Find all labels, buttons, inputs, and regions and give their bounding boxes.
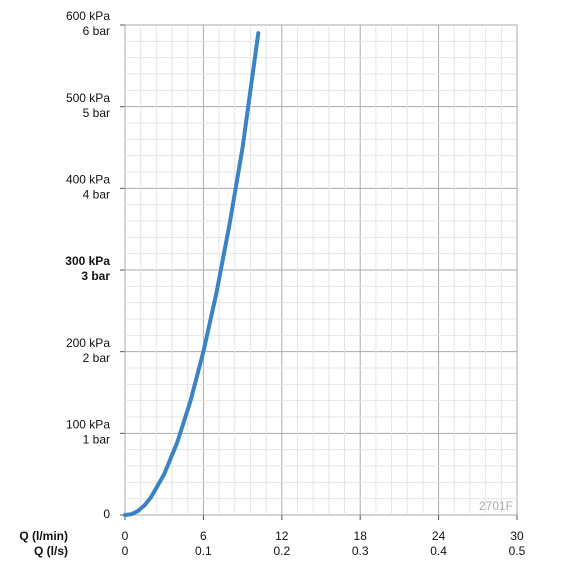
x-tick-label: 18 [354,529,368,543]
y-tick-label: 500 kPa [66,91,110,105]
y-tick-label: 100 kPa [66,418,110,432]
x2-tick-label: 0.2 [273,544,290,558]
line [123,31,261,517]
x2-tick-label: 0 [122,544,129,558]
x2-tick-label: 0.3 [352,544,369,558]
x-tick-label: 0 [122,529,129,543]
x-tick-label: 6 [200,529,207,543]
x2-tick-label: 0.5 [509,544,526,558]
x-tick-label: 12 [275,529,289,543]
y-tick-label: 400 kPa [66,173,110,187]
y-tick-label: 4 bar [83,188,110,202]
x-tick-label: 30 [510,529,524,543]
y-tick-label: 2 bar [83,351,110,365]
y-tick-label: 300 kPa [65,254,110,268]
x2-tick-label: 0.4 [430,544,447,558]
y-tick-label: 1 bar [83,433,110,447]
x-axis-label: Q (l/min) [19,529,68,543]
y-tick-label: 5 bar [83,106,110,120]
y-tick-label: 6 bar [83,24,110,38]
watermark: 2701F [479,499,513,513]
y-tick-label: 0 [103,507,110,521]
x2-tick-label: 0.1 [195,544,212,558]
y-tick-label: 600 kPa [66,9,110,23]
x-tick-label: 24 [432,529,446,543]
x2-axis-label: Q (l/s) [34,544,68,558]
y-tick-label: 3 bar [81,269,110,283]
y-tick-label: 200 kPa [66,336,110,350]
